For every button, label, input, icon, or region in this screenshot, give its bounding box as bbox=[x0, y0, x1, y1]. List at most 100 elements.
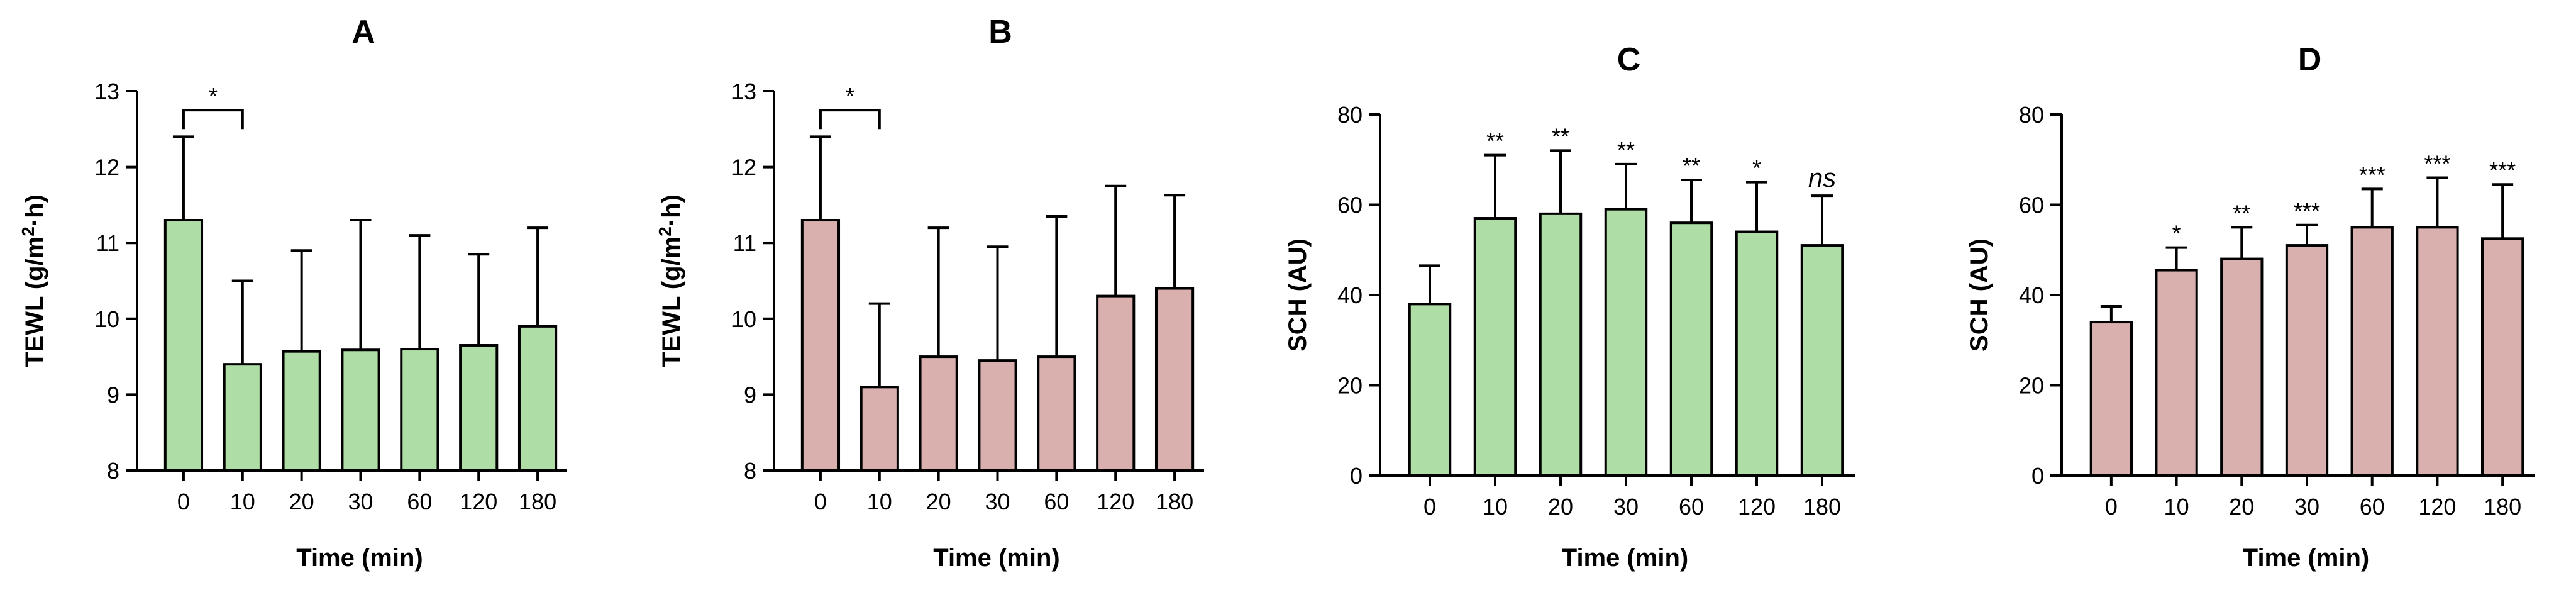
x-tick-label: 120 bbox=[1097, 489, 1134, 515]
bar bbox=[2285, 244, 2329, 477]
bracket-label: * bbox=[846, 83, 854, 109]
significance-bracket bbox=[182, 109, 244, 130]
x-tick-label: 10 bbox=[2164, 494, 2189, 520]
y-tick-label: 0 bbox=[1350, 463, 1363, 489]
bar bbox=[163, 219, 204, 472]
x-tick-label: 180 bbox=[1156, 489, 1193, 515]
bar bbox=[1037, 355, 1076, 472]
bar bbox=[1735, 230, 1779, 477]
y-tick-label: 20 bbox=[1337, 373, 1363, 399]
panel-title: C bbox=[1617, 42, 1641, 78]
y-tick-label: 10 bbox=[731, 306, 756, 332]
x-axis-title: Time (min) bbox=[1562, 544, 1689, 572]
significance-label: ** bbox=[1552, 123, 1569, 149]
x-tick-label: 10 bbox=[867, 489, 892, 515]
y-tick-label: 40 bbox=[1337, 282, 1363, 308]
x-tick-label: 120 bbox=[2418, 494, 2456, 520]
x-axis-title: Time (min) bbox=[296, 544, 423, 572]
significance-label: * bbox=[1752, 155, 1761, 181]
bar bbox=[2089, 321, 2133, 477]
y-tick-label: 10 bbox=[94, 306, 119, 332]
x-tick-label: 0 bbox=[177, 489, 190, 515]
x-tick-label: 20 bbox=[1548, 494, 1573, 520]
y-tick-label: 80 bbox=[2019, 102, 2044, 128]
significance-label: ** bbox=[1617, 137, 1635, 163]
x-tick-label: 60 bbox=[1679, 494, 1704, 520]
bar bbox=[978, 359, 1017, 472]
y-tick-label: 40 bbox=[2019, 282, 2044, 308]
x-tick-label: 0 bbox=[1423, 494, 1436, 520]
y-tick-label: 12 bbox=[731, 155, 756, 181]
y-tick-label: 9 bbox=[744, 382, 756, 408]
significance-label: *** bbox=[2489, 157, 2516, 183]
chart-panel-a: A 0 10 20 30 60 120 180 8 9 10 11 12 13 Time (min) TEWL… bbox=[18, 14, 567, 572]
bar bbox=[1154, 287, 1195, 472]
x-tick-label: 120 bbox=[460, 489, 497, 515]
significance-label: ns bbox=[1808, 163, 1836, 192]
significance-label: ** bbox=[1486, 128, 1504, 154]
bar bbox=[1800, 244, 1844, 477]
y-tick-label: 8 bbox=[744, 458, 756, 484]
x-axis-title: Time (min) bbox=[933, 544, 1060, 572]
significance-label: * bbox=[2172, 221, 2181, 247]
bar bbox=[341, 348, 380, 472]
bar bbox=[860, 386, 899, 472]
bar bbox=[2480, 237, 2524, 477]
y-tick-label: 0 bbox=[2032, 463, 2044, 489]
x-tick-label: 180 bbox=[519, 489, 556, 515]
bar bbox=[517, 325, 558, 472]
chart-panel-c: C 0 ** 10 ** 20 ** 30 ** 60 * 120 ns 180 0 20 40 60 80 Time… bbox=[1284, 42, 1855, 572]
panel-title: D bbox=[2298, 42, 2322, 78]
y-tick-label: 80 bbox=[1337, 102, 1363, 128]
significance-label: *** bbox=[2294, 198, 2320, 224]
x-tick-label: 30 bbox=[2294, 494, 2319, 520]
bar bbox=[2350, 226, 2394, 477]
x-tick-label: 60 bbox=[407, 489, 432, 515]
significance-label: ** bbox=[1683, 153, 1700, 179]
bar bbox=[1408, 303, 1452, 477]
bar bbox=[1473, 217, 1517, 477]
y-axis-title: SCH (AU) bbox=[1965, 238, 1993, 352]
y-tick-label: 13 bbox=[731, 79, 756, 104]
y-tick-label: 20 bbox=[2019, 373, 2044, 399]
significance-label: *** bbox=[2359, 162, 2385, 187]
significance-bracket bbox=[819, 109, 881, 130]
bar bbox=[1539, 212, 1583, 477]
bar bbox=[400, 348, 439, 472]
y-tick-label: 11 bbox=[96, 230, 119, 256]
bar bbox=[459, 344, 499, 472]
significance-label: *** bbox=[2424, 150, 2450, 176]
panel-title: B bbox=[988, 14, 1012, 50]
bar bbox=[1604, 208, 1648, 477]
bar bbox=[282, 350, 321, 472]
x-tick-label: 120 bbox=[1738, 494, 1776, 520]
bar bbox=[919, 355, 958, 472]
y-tick-label: 12 bbox=[94, 155, 119, 181]
bracket-label: * bbox=[209, 83, 218, 109]
y-tick-label: 11 bbox=[733, 230, 756, 256]
bar bbox=[223, 363, 262, 472]
bar bbox=[2155, 269, 2198, 477]
y-tick-label: 13 bbox=[94, 79, 119, 104]
y-axis-title: TEWL (g/m2·h) bbox=[18, 194, 48, 367]
bar bbox=[2416, 226, 2459, 477]
y-tick-label: 60 bbox=[2019, 192, 2044, 218]
x-tick-label: 30 bbox=[985, 489, 1010, 515]
y-tick-label: 8 bbox=[107, 458, 119, 484]
y-tick-label: 60 bbox=[1337, 192, 1363, 218]
bar bbox=[1096, 294, 1136, 472]
chart-panel-d: D 0 * 10 ** 20 *** 30 *** 60 *** 120 *** 180 0 20 40 60 80… bbox=[1965, 42, 2535, 572]
x-tick-label: 20 bbox=[2229, 494, 2254, 520]
bar bbox=[2220, 257, 2264, 477]
x-tick-label: 30 bbox=[348, 489, 373, 515]
panel-title: A bbox=[351, 14, 375, 50]
significance-label: ** bbox=[2233, 200, 2250, 226]
x-tick-label: 10 bbox=[230, 489, 255, 515]
x-tick-label: 20 bbox=[289, 489, 314, 515]
chart-panel-b: B 0 10 20 30 60 120 180 8 9 10 11 12 13 Time (min) TEWL… bbox=[655, 14, 1204, 572]
x-tick-label: 0 bbox=[814, 489, 827, 515]
bar bbox=[800, 219, 841, 472]
x-tick-label: 60 bbox=[2360, 494, 2385, 520]
